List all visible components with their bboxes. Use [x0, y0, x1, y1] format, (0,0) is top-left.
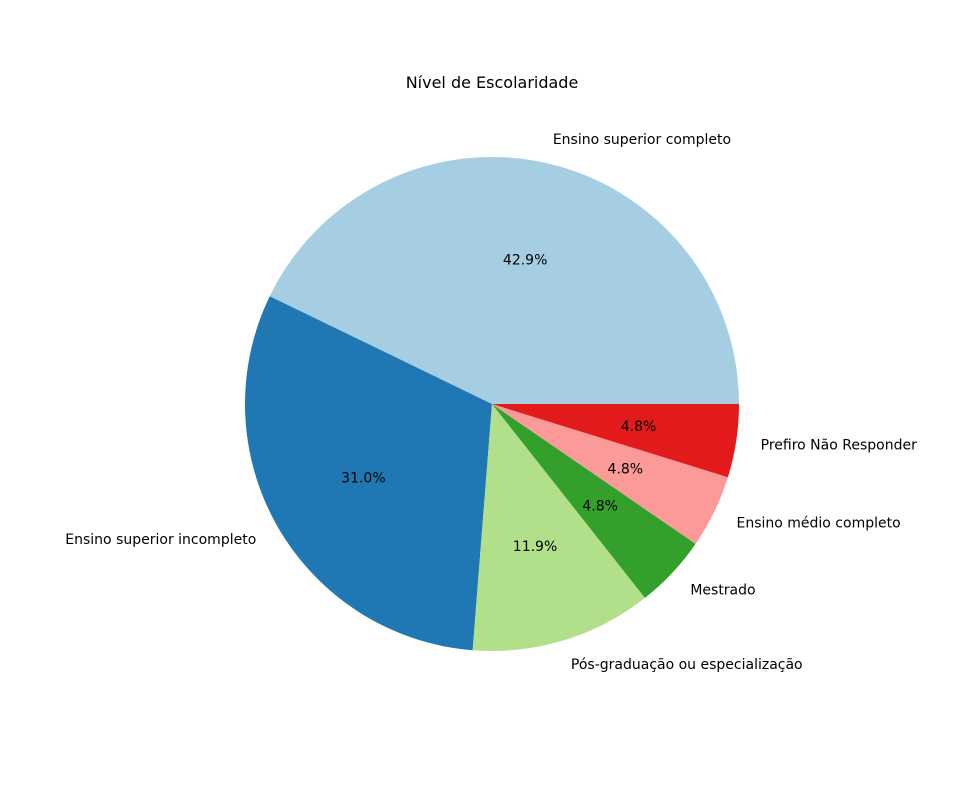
- pie-slice: [245, 296, 492, 651]
- slice-label: Ensino superior completo: [553, 132, 731, 148]
- pie-slice: [492, 404, 739, 478]
- slice-percent-label: 4.8%: [608, 462, 644, 478]
- pie-slice: [492, 404, 728, 544]
- pie-slice: [472, 404, 645, 651]
- slice-percent-label: 31.0%: [341, 471, 385, 487]
- chart-title: Nível de Escolaridade: [406, 73, 579, 92]
- pie-labels: Ensino superior completo 42.9% Ensino supe…: [65, 132, 917, 673]
- slice-label: Ensino médio completo: [736, 516, 900, 532]
- slice-percent-label: 42.9%: [503, 253, 547, 269]
- pie-slices: [245, 157, 739, 651]
- slice-label: Prefiro Não Responder: [761, 438, 917, 454]
- slice-label: Mestrado: [690, 583, 755, 599]
- pie-slice: [492, 404, 696, 598]
- slice-label: Pós-graduação ou especialização: [571, 657, 803, 673]
- slice-percent-label: 4.8%: [582, 498, 618, 514]
- pie-slice: [269, 157, 739, 404]
- slice-percent-label: 11.9%: [513, 539, 557, 555]
- slice-percent-label: 4.8%: [621, 419, 657, 435]
- slice-label: Ensino superior incompleto: [65, 532, 256, 548]
